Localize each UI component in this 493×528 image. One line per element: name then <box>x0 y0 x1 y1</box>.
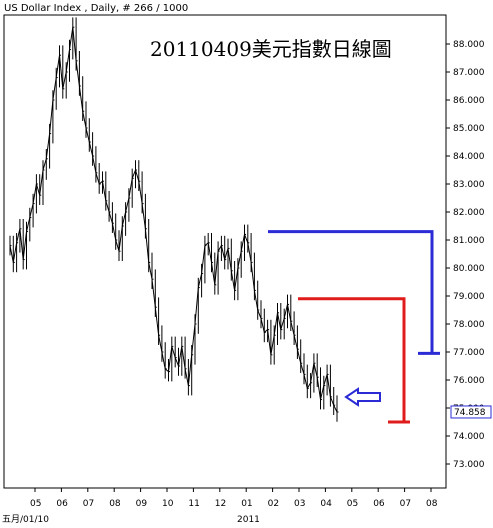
x-tick-label: 04 <box>320 499 332 509</box>
x-tick-label: 11 <box>188 499 199 509</box>
red-bracket <box>298 297 406 422</box>
y-tick-label: 76.000 <box>453 376 485 386</box>
chart-header: US Dollar Index , Daily, # 266 / 1000 <box>4 3 188 14</box>
x-secondary-label-date: 五月/01/10 <box>2 514 49 525</box>
y-tick-label: 81.000 <box>453 236 485 246</box>
x-axis-ticks: 05 06 07 08 09 10 11 12 01 02 03 04 05 06 07 08 <box>30 488 438 509</box>
y-tick-label: 79.000 <box>453 292 485 302</box>
chart-title: 20110409美元指數日線圖 <box>150 37 392 61</box>
x-tick-label: 12 <box>215 499 226 509</box>
last-price-marker: 74.858 <box>450 405 492 419</box>
y-tick-label: 84.000 <box>453 152 485 162</box>
y-axis-ticks: 88.000 87.000 86.000 85.000 84.000 83.000 82.0… <box>446 40 485 470</box>
annotations <box>268 230 440 424</box>
x-tick-label: 06 <box>373 499 385 509</box>
x-tick-label: 08 <box>109 499 121 509</box>
y-tick-label: 83.000 <box>453 180 485 190</box>
x-tick-label: 02 <box>268 499 279 509</box>
x-tick-label: 05 <box>30 499 41 509</box>
x-tick-label: 01 <box>241 499 252 509</box>
y-tick-label: 82.000 <box>453 208 485 218</box>
x-tick-label: 05 <box>347 499 358 509</box>
y-tick-label: 77.000 <box>453 348 485 358</box>
price-series <box>9 17 339 422</box>
y-tick-label: 86.000 <box>453 96 485 106</box>
price-line <box>9 27 338 413</box>
x-tick-label: 09 <box>136 499 148 509</box>
x-tick-label: 10 <box>162 499 174 509</box>
last-price-label: 74.858 <box>454 408 486 418</box>
x-tick-label: 07 <box>400 499 411 509</box>
y-tick-label: 87.000 <box>453 68 485 78</box>
y-tick-label: 80.000 <box>453 264 485 274</box>
y-tick-label: 88.000 <box>453 40 485 50</box>
left-arrow <box>344 387 381 407</box>
y-tick-label: 74.000 <box>453 432 485 442</box>
y-tick-label: 73.000 <box>453 460 485 470</box>
x-tick-label: 06 <box>56 499 68 509</box>
x-secondary-label-year: 2011 <box>237 515 260 525</box>
x-tick-label: 03 <box>294 499 305 509</box>
y-tick-label: 85.000 <box>453 124 485 134</box>
blue-bracket <box>268 230 434 354</box>
x-tick-label: 08 <box>426 499 438 509</box>
x-tick-label: 07 <box>83 499 94 509</box>
y-tick-label: 78.000 <box>453 320 485 330</box>
last-price-box <box>450 405 492 419</box>
